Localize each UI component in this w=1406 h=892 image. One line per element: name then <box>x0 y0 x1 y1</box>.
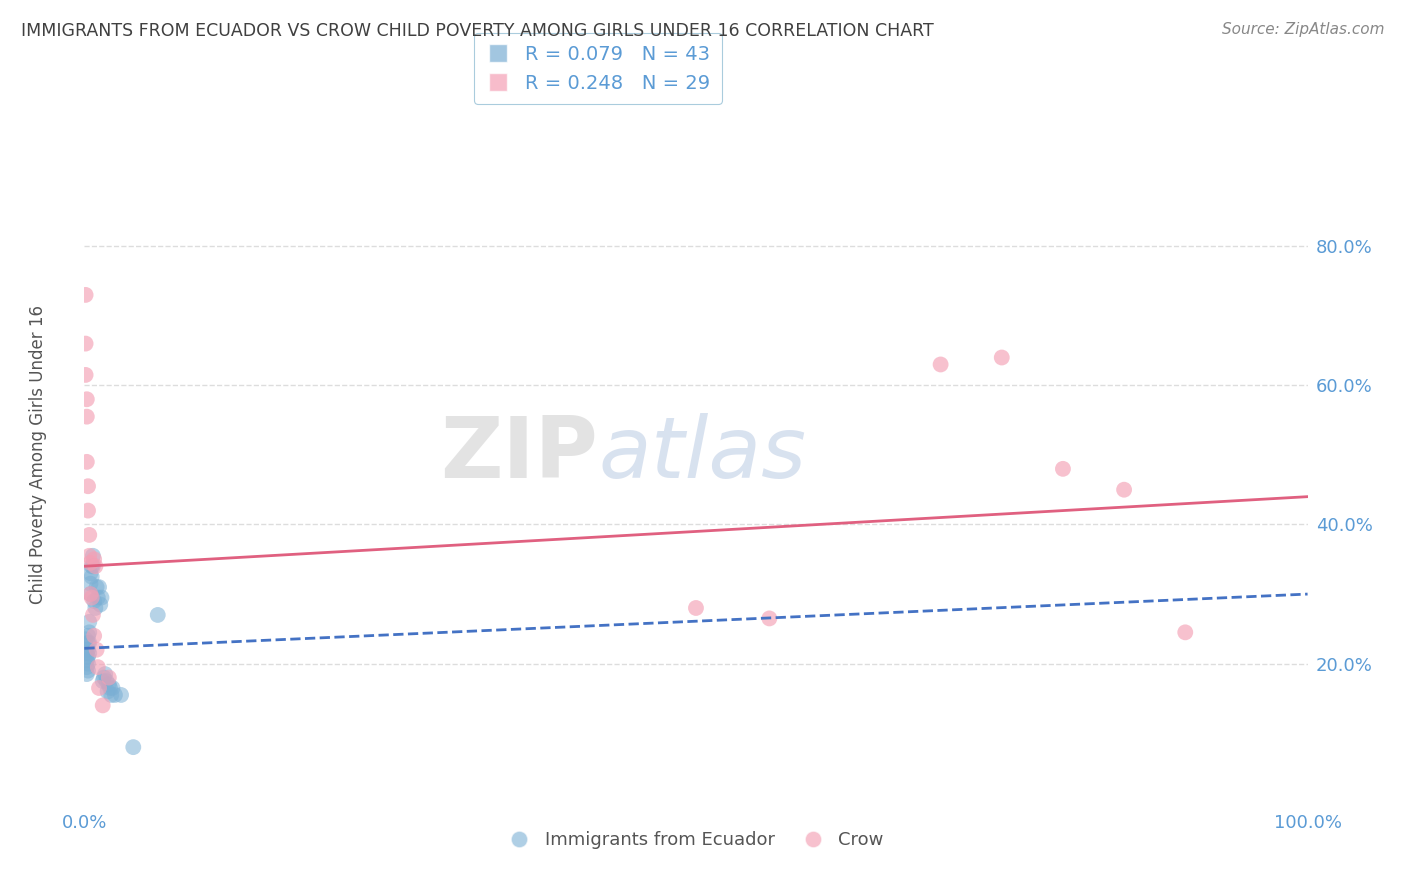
Point <box>77 664 100 678</box>
Point <box>90 591 112 605</box>
Point <box>100 688 122 702</box>
Text: Child Poverty Among Girls Under 16: Child Poverty Among Girls Under 16 <box>30 305 46 605</box>
Point <box>87 580 110 594</box>
Point <box>76 660 98 674</box>
Point <box>93 671 115 685</box>
Point <box>97 671 120 685</box>
Point <box>80 559 103 574</box>
Text: atlas: atlas <box>598 413 806 497</box>
Point <box>76 392 98 407</box>
Point <box>77 503 100 517</box>
Point <box>82 549 104 563</box>
Point <box>83 552 105 566</box>
Text: Source: ZipAtlas.com: Source: ZipAtlas.com <box>1222 22 1385 37</box>
Point <box>991 351 1014 365</box>
Point <box>1174 625 1197 640</box>
Point <box>77 625 100 640</box>
Point <box>75 288 97 302</box>
Point <box>685 601 707 615</box>
Point <box>929 358 952 372</box>
Point <box>86 642 108 657</box>
Point <box>82 607 104 622</box>
Point <box>77 549 100 563</box>
Point <box>77 528 100 542</box>
Point <box>83 594 105 608</box>
Point <box>97 684 120 698</box>
Point <box>122 740 145 755</box>
Point <box>75 632 97 647</box>
Point <box>758 611 780 625</box>
Point <box>83 629 105 643</box>
Point <box>98 681 121 695</box>
Point <box>86 580 108 594</box>
Point <box>82 559 104 574</box>
Point <box>101 681 124 695</box>
Point <box>79 576 101 591</box>
Point <box>1114 483 1136 497</box>
Point <box>77 636 100 650</box>
Point <box>80 591 103 605</box>
Point <box>84 601 107 615</box>
Point <box>77 657 100 671</box>
Point <box>77 646 100 660</box>
Point <box>91 698 114 713</box>
Point <box>94 667 117 681</box>
Point <box>87 681 110 695</box>
Point <box>75 368 97 382</box>
Point <box>79 566 101 581</box>
Point <box>97 677 120 691</box>
Point <box>146 607 169 622</box>
Point <box>104 688 127 702</box>
Text: IMMIGRANTS FROM ECUADOR VS CROW CHILD POVERTY AMONG GIRLS UNDER 16 CORRELATION C: IMMIGRANTS FROM ECUADOR VS CROW CHILD PO… <box>21 22 934 40</box>
Point <box>77 479 100 493</box>
Point <box>110 688 132 702</box>
Point <box>87 591 110 605</box>
Point <box>76 667 98 681</box>
Point <box>96 674 118 689</box>
Point <box>87 660 110 674</box>
Point <box>79 556 101 570</box>
Point <box>75 642 97 657</box>
Point <box>77 642 100 657</box>
Point <box>76 455 98 469</box>
Point <box>75 336 97 351</box>
Point <box>80 570 103 584</box>
Point <box>76 653 98 667</box>
Point <box>77 649 100 664</box>
Point <box>76 646 98 660</box>
Point <box>89 598 111 612</box>
Point <box>77 615 100 629</box>
Point <box>77 636 100 650</box>
Point <box>1052 462 1074 476</box>
Point <box>76 409 98 424</box>
Point <box>91 674 114 689</box>
Text: ZIP: ZIP <box>440 413 598 497</box>
Point <box>84 559 107 574</box>
Point <box>79 587 101 601</box>
Legend: Immigrants from Ecuador, Crow: Immigrants from Ecuador, Crow <box>502 824 890 856</box>
Point <box>79 587 101 601</box>
Point <box>77 629 100 643</box>
